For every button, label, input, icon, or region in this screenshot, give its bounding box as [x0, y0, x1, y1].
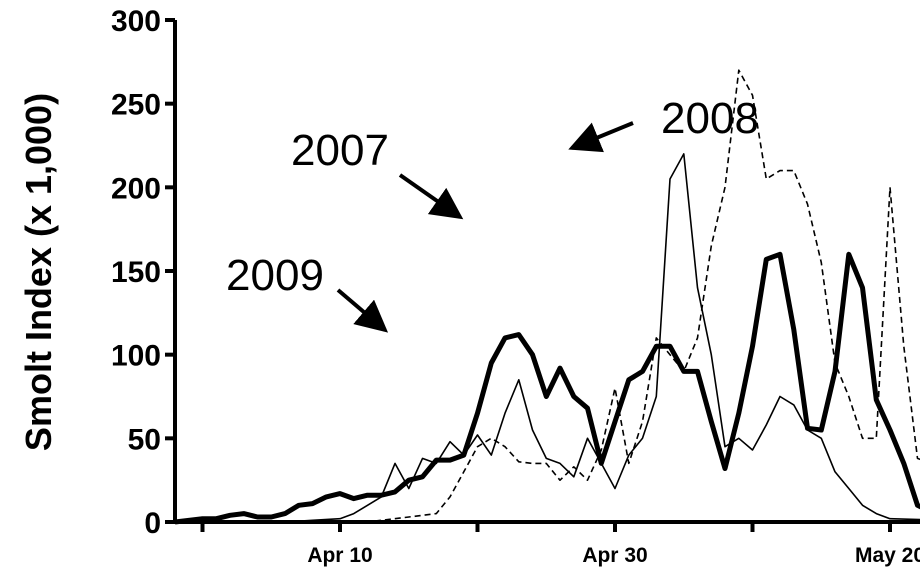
annotation-2007-label: 2007: [291, 126, 389, 175]
annotation-2008-arrow: [568, 121, 634, 153]
y-tick-label: 0: [144, 507, 161, 540]
annotation-2008-label: 2008: [661, 94, 759, 143]
y-tick-label: 250: [111, 89, 161, 122]
annotation-layer: 2007 2008 2009: [226, 94, 759, 333]
x-tick-label: May 20: [855, 544, 920, 567]
y-tick-label: 150: [111, 256, 161, 289]
y-tick-label: 200: [111, 172, 161, 205]
annotation-2009-label: 2009: [226, 251, 324, 300]
x-tick-label: Apr 10: [307, 544, 372, 567]
y-axis-label: Smolt Index (x 1,000): [18, 93, 59, 451]
series-layer: [174, 69, 920, 525]
series-2008-line: [175, 69, 920, 523]
y-tick-label: 100: [111, 340, 161, 373]
series-2007-line: [175, 153, 920, 523]
y-tick-label: 300: [111, 5, 161, 38]
y-tick-label: 50: [128, 423, 161, 456]
series-2009-line: [174, 251, 920, 525]
x-tick-label: Apr 30: [582, 544, 647, 567]
annotation-2007-arrow: [398, 173, 464, 220]
annotation-2009-arrow: [336, 288, 389, 333]
